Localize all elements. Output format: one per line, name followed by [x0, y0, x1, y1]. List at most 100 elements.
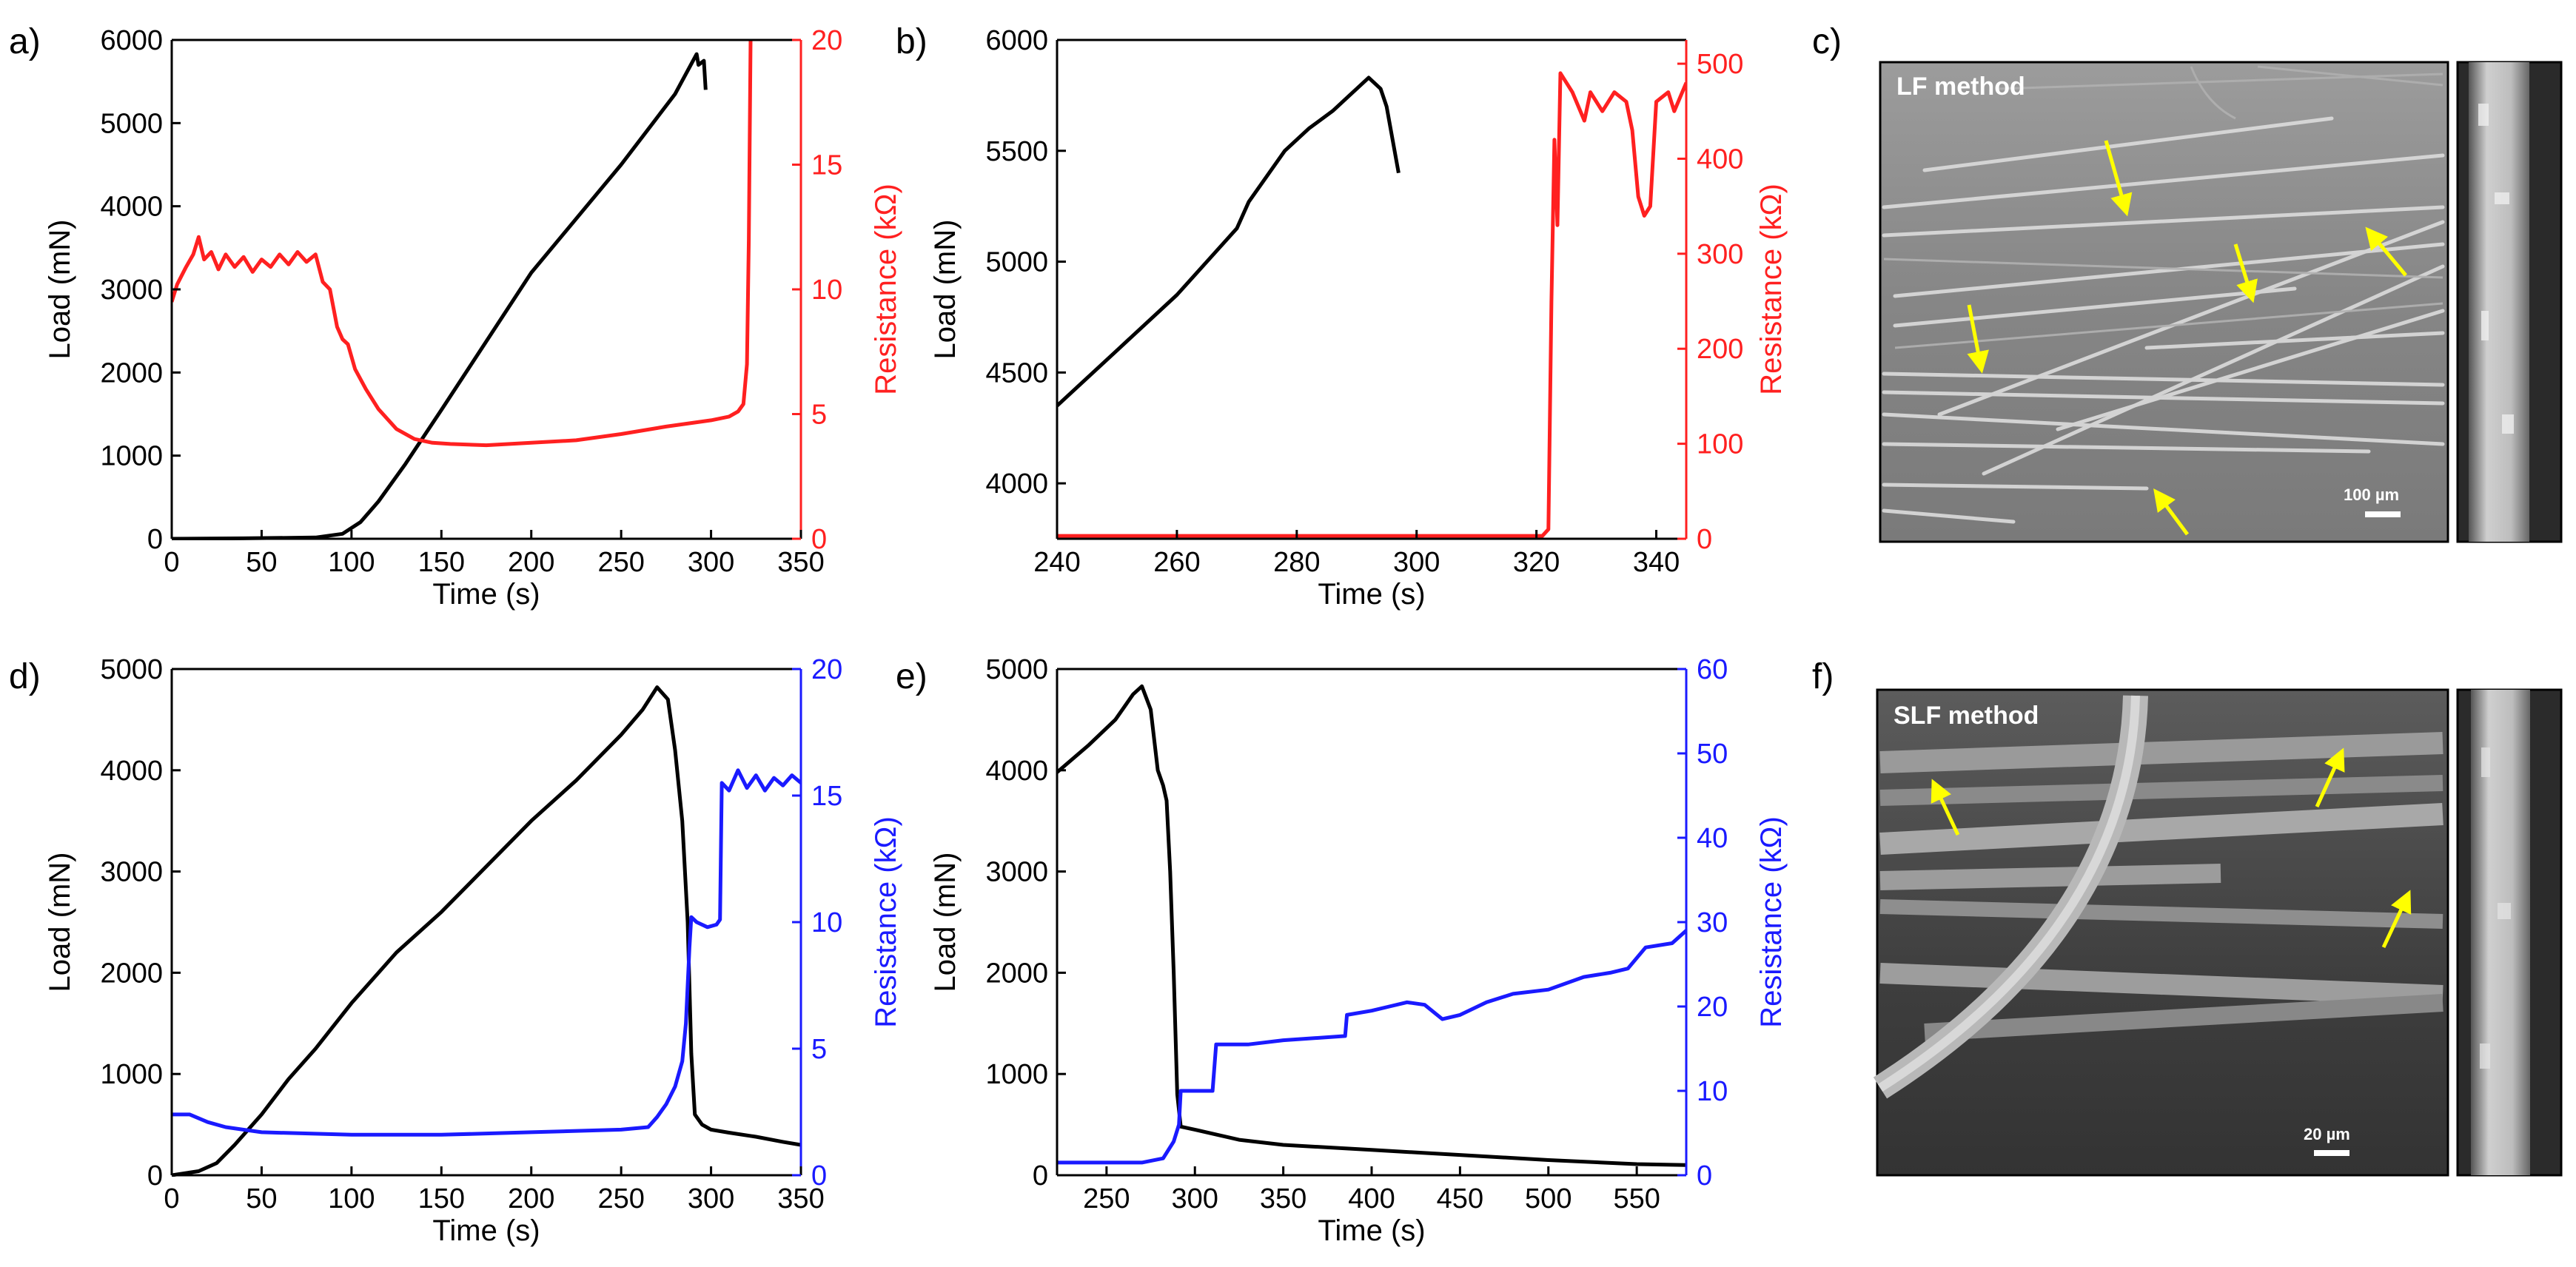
x-tick-label: 250: [597, 1183, 644, 1214]
series-resistance-line: [1057, 71, 1686, 538]
x-axis-label: Time (s): [432, 578, 540, 611]
y-right-tick-label: 0: [1697, 524, 1712, 555]
y-right-axis-label: Resistance (kΩ): [1755, 816, 1788, 1028]
sem-method-label-slf: SLF method: [1894, 702, 2039, 730]
x-tick-label: 550: [1613, 1183, 1660, 1214]
x-tick-label: 250: [597, 547, 644, 578]
x-axis-label: Time (s): [1318, 1214, 1425, 1247]
x-tick-label: 350: [1260, 1183, 1307, 1214]
y-left-tick-label: 2000: [100, 958, 163, 989]
x-tick-label: 450: [1437, 1183, 1483, 1214]
x-tick-label: 0: [164, 1183, 179, 1214]
y-right-tick-label: 500: [1697, 49, 1743, 80]
y-right-axis-label: Resistance (kΩ): [1755, 184, 1788, 395]
y-left-axis-label: Load (mN): [44, 853, 76, 992]
series-resistance-line: [172, 768, 801, 1137]
y-right-tick-label: 30: [1697, 907, 1728, 938]
x-tick-label: 0: [164, 547, 179, 578]
y-left-tick-label: 3000: [100, 275, 163, 306]
scale-bar-label-slf: 20 µm: [2304, 1125, 2350, 1143]
x-tick-label: 300: [688, 547, 734, 578]
sem-image-lf: c): [1812, 22, 2563, 543]
scale-bar-label-lf: 100 µm: [2344, 485, 2399, 504]
y-right-tick-label: 5: [811, 1034, 827, 1065]
series-resistance-line: [1057, 929, 1686, 1165]
chart-b: b)240 260 280 300 320 34040004500500055006000…: [896, 22, 1788, 611]
x-axis-label: Time (s): [1318, 578, 1425, 611]
y-right-tick-label: 15: [811, 781, 842, 812]
x-tick-label: 240: [1033, 547, 1080, 578]
y-left-tick-label: 5500: [985, 136, 1048, 167]
y-left-tick-label: 5000: [100, 108, 163, 139]
y-left-tick-label: 1000: [100, 1059, 163, 1090]
y-left-tick-label: 4000: [100, 192, 163, 223]
x-tick-label: 200: [508, 1183, 554, 1214]
y-left-tick-label: 4500: [985, 357, 1048, 389]
y-left-tick-label: 6000: [100, 25, 163, 56]
x-tick-label: 500: [1525, 1183, 1572, 1214]
y-right-tick-label: 100: [1697, 429, 1743, 460]
panel-label-d: d): [9, 657, 41, 696]
y-left-axis-label: Load (mN): [929, 220, 962, 360]
y-left-tick-label: 0: [1033, 1160, 1048, 1192]
panel-label-a: a): [9, 22, 41, 61]
y-left-axis-label: Load (mN): [929, 853, 962, 992]
x-tick-label: 100: [328, 1183, 375, 1214]
x-tick-label: 50: [246, 547, 277, 578]
x-tick-label: 150: [418, 1183, 465, 1214]
y-left-tick-label: 4000: [985, 756, 1048, 787]
x-tick-label: 300: [688, 1183, 734, 1214]
x-tick-label: 50: [246, 1183, 277, 1214]
x-tick-label: 100: [328, 547, 375, 578]
y-right-tick-label: 15: [811, 150, 842, 181]
y-right-tick-label: 300: [1697, 239, 1743, 270]
y-right-tick-label: 0: [811, 524, 827, 555]
y-left-tick-label: 3000: [100, 857, 163, 888]
chart-e: e)250 300 350 400 450 500 55001000200030004000…: [896, 654, 1788, 1247]
y-right-tick-label: 0: [1697, 1160, 1712, 1192]
x-tick-label: 150: [418, 547, 465, 578]
y-left-axis-label: Load (mN): [44, 220, 76, 360]
x-tick-label: 340: [1633, 547, 1680, 578]
y-right-tick-label: 20: [811, 25, 842, 56]
y-right-axis-label: Resistance (kΩ): [870, 184, 902, 395]
x-tick-label: 400: [1348, 1183, 1395, 1214]
y-right-axis-label: Resistance (kΩ): [870, 816, 902, 1028]
x-tick-label: 200: [508, 547, 554, 578]
x-tick-label: 300: [1393, 547, 1440, 578]
y-left-tick-label: 1000: [985, 1059, 1048, 1090]
sem-method-label-lf: LF method: [1896, 73, 2025, 101]
y-right-tick-label: 0: [811, 1160, 827, 1192]
sem-image-slf: f) SLF method 20 µm: [1812, 657, 2563, 1177]
y-left-tick-label: 5000: [985, 654, 1048, 685]
x-tick-label: 320: [1513, 547, 1560, 578]
y-left-tick-label: 0: [147, 1160, 163, 1192]
y-left-tick-label: 3000: [985, 857, 1048, 888]
y-right-tick-label: 5: [811, 400, 827, 431]
chart-d: d)0 50 100 150 200 250 300 35001000200030004000…: [9, 654, 902, 1247]
series-load-line: [1057, 75, 1401, 408]
y-left-tick-label: 4000: [100, 756, 163, 787]
y-left-tick-label: 5000: [985, 247, 1048, 278]
y-right-tick-label: 20: [1697, 992, 1728, 1023]
x-tick-label: 300: [1172, 1183, 1218, 1214]
y-left-tick-label: 0: [147, 524, 163, 555]
panel-label-f: f): [1812, 657, 1834, 696]
series-load-line: [1057, 684, 1686, 1167]
x-tick-label: 280: [1273, 547, 1320, 578]
y-left-tick-label: 5000: [100, 654, 163, 685]
y-right-tick-label: 10: [811, 275, 842, 306]
x-tick-label: 250: [1083, 1183, 1130, 1214]
y-left-tick-label: 1000: [100, 441, 163, 472]
y-right-tick-label: 200: [1697, 334, 1743, 365]
y-left-tick-label: 4000: [985, 468, 1048, 500]
panel-label-b: b): [896, 22, 928, 61]
y-left-tick-label: 2000: [985, 958, 1048, 989]
series-load-line: [172, 52, 708, 540]
y-right-tick-label: 400: [1697, 144, 1743, 175]
y-right-tick-label: 10: [811, 907, 842, 938]
panel-label-c: c): [1812, 22, 1842, 61]
series-load-line: [172, 685, 801, 1177]
x-tick-label: 350: [777, 547, 824, 578]
